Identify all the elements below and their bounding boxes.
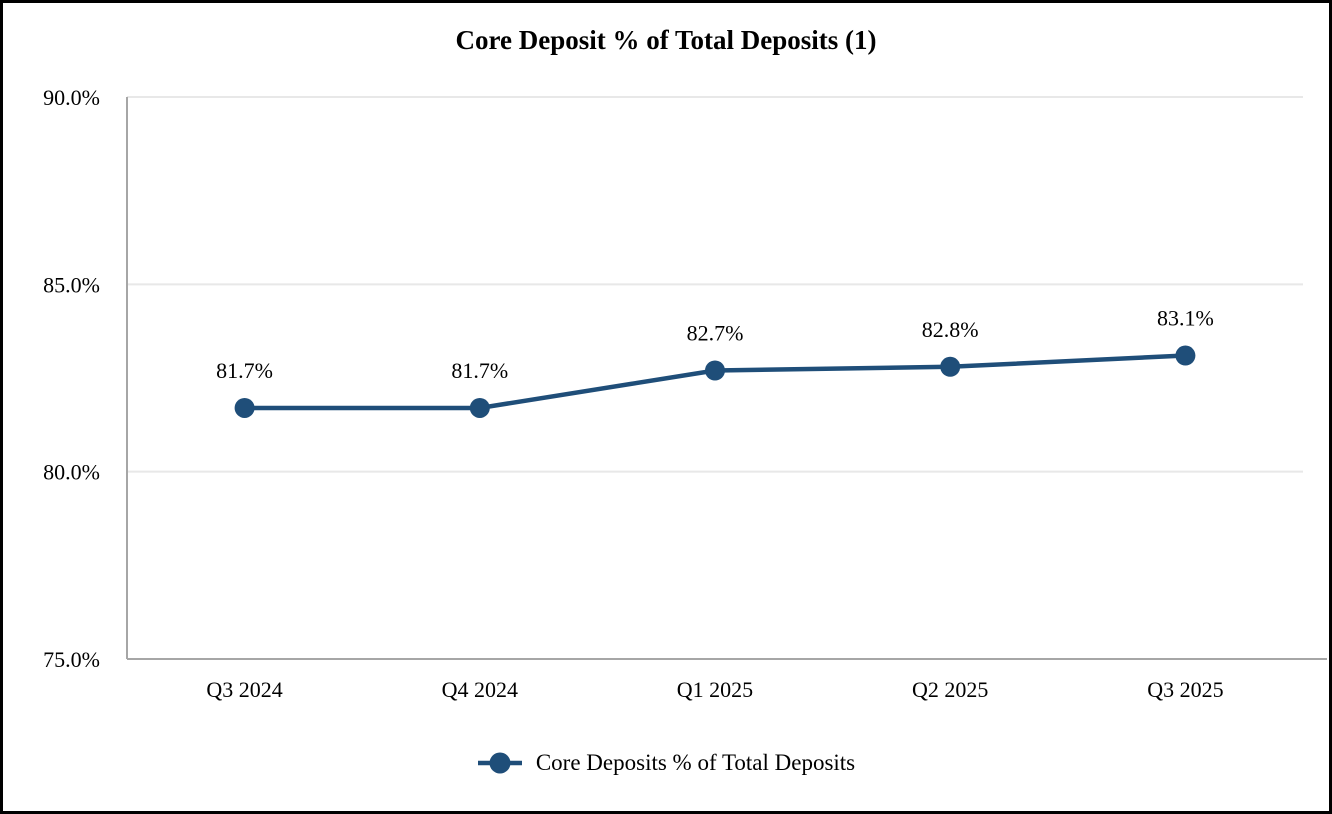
data-point-marker [940,356,961,377]
chart-title: Core Deposit % of Total Deposits (1) [455,25,877,55]
y-axis-tick-label: 85.0% [43,272,100,297]
x-axis-tick-label: Q4 2024 [442,677,518,702]
data-point-label: 81.7% [216,358,273,383]
data-point-marker [469,397,490,418]
data-point-marker [234,397,255,418]
data-point-label: 82.7% [687,321,744,346]
data-point-marker [1175,345,1196,366]
legend-label: Core Deposits % of Total Deposits [535,750,856,775]
y-axis-tick-label: 75.0% [43,647,100,672]
y-axis-tick-label: 80.0% [43,460,100,485]
x-axis-tick-label: Q3 2024 [206,677,282,702]
data-point-label: 82.8% [922,317,979,342]
x-axis-tick-label: Q1 2025 [677,677,753,702]
data-point-marker [705,360,725,381]
data-point-label: 83.1% [1157,306,1214,331]
data-point-label: 81.7% [451,358,508,383]
y-axis-tick-label: 90.0% [43,85,100,110]
legend-line-marker-icon [477,752,522,774]
legend: Core Deposits % of Total Deposits [3,743,1329,783]
x-axis-tick-label: Q2 2025 [912,677,988,702]
x-axis-tick-label: Q3 2025 [1147,677,1223,702]
plot-area: 90.0% 85.0% 80.0% 75.0% Q3 2024 Q4 2024 Q1 202… [43,85,1327,702]
